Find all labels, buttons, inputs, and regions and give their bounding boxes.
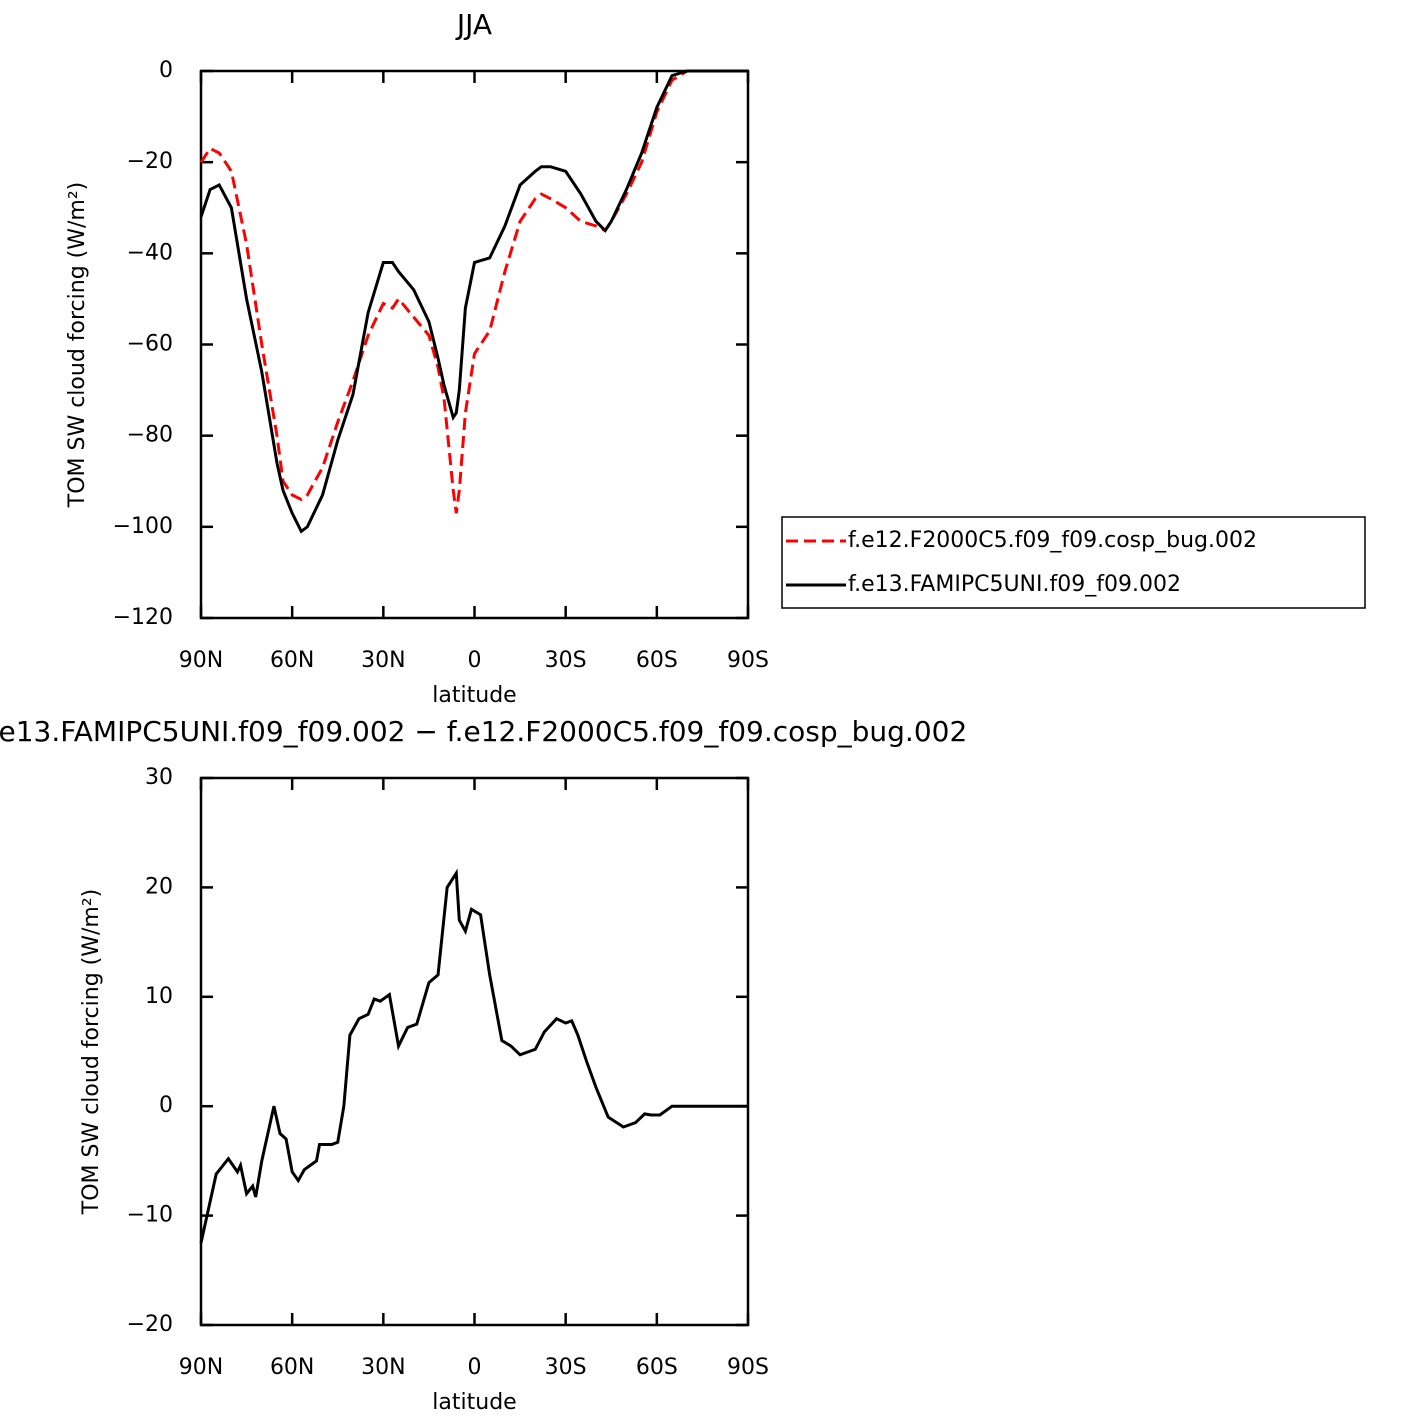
y-tick-label: −40 bbox=[127, 240, 173, 265]
y-tick-label: −20 bbox=[127, 149, 173, 174]
x-tick-label: 30S bbox=[545, 648, 587, 673]
x-tick-label: 30N bbox=[361, 648, 405, 673]
y-tick-label: −60 bbox=[127, 332, 173, 357]
x-tick-label: 0 bbox=[468, 648, 482, 673]
y-tick-label: 30 bbox=[145, 765, 173, 790]
x-tick-label: 90S bbox=[727, 648, 769, 673]
x-axis-label: latitude bbox=[432, 683, 516, 708]
x-tick-label: 0 bbox=[468, 1355, 482, 1380]
chart-title: f.e13.FAMIPC5UNI.f09_f09.002 − f.e12.F20… bbox=[0, 715, 967, 748]
y-tick-label: −10 bbox=[127, 1203, 173, 1228]
y-axis-label: TOM SW cloud forcing (W/m²) bbox=[79, 889, 104, 1215]
chart-title: JJA bbox=[455, 8, 492, 41]
y-tick-label: 0 bbox=[159, 58, 173, 83]
y-tick-label: −120 bbox=[113, 605, 173, 630]
x-tick-label: 90N bbox=[179, 1355, 223, 1380]
x-tick-label: 60N bbox=[270, 1355, 314, 1380]
y-tick-label: 0 bbox=[159, 1093, 173, 1118]
y-axis-label: TOM SW cloud forcing (W/m²) bbox=[65, 182, 90, 508]
y-tick-label: −80 bbox=[127, 423, 173, 448]
x-tick-label: 90S bbox=[727, 1355, 769, 1380]
data-line bbox=[199, 868, 748, 1244]
plot-frame bbox=[199, 776, 750, 1327]
x-tick-label: 30N bbox=[361, 1355, 405, 1380]
legend-label: f.e12.F2000C5.f09_f09.cosp_bug.002 bbox=[848, 528, 1257, 553]
data-line bbox=[199, 69, 748, 534]
y-tick-label: −20 bbox=[127, 1312, 173, 1337]
x-axis-label: latitude bbox=[432, 1390, 516, 1415]
x-tick-label: 30S bbox=[545, 1355, 587, 1380]
y-tick-label: 10 bbox=[145, 984, 173, 1009]
x-tick-label: 60S bbox=[636, 1355, 678, 1380]
x-tick-label: 60N bbox=[270, 648, 314, 673]
y-tick-label: −100 bbox=[113, 514, 173, 539]
legend-label: f.e13.FAMIPC5UNI.f09_f09.002 bbox=[848, 572, 1181, 597]
data-line bbox=[199, 69, 748, 514]
plot-frame bbox=[199, 69, 750, 620]
legend-box bbox=[781, 516, 1366, 609]
x-tick-label: 90N bbox=[179, 648, 223, 673]
x-tick-label: 60S bbox=[636, 648, 678, 673]
y-tick-label: 20 bbox=[145, 874, 173, 899]
